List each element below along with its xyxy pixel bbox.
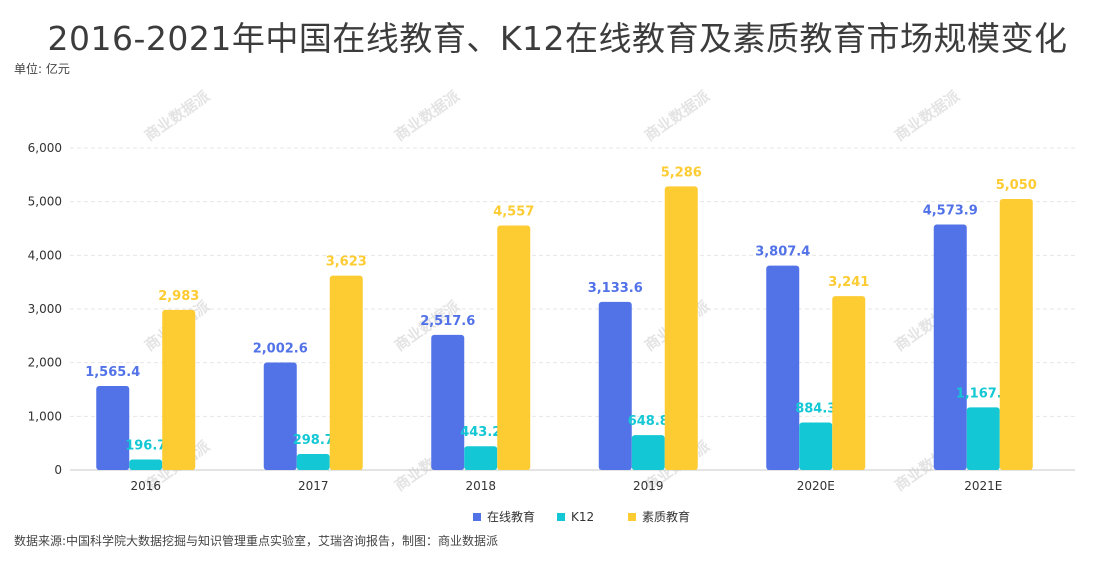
y-tick-label: 1,000 — [28, 409, 62, 423]
watermark-text: 商业数据派 — [141, 86, 214, 144]
x-tick-label: 2017 — [298, 479, 329, 493]
data-label: 2,002.6 — [253, 342, 308, 357]
data-label: 1,167.4 — [956, 386, 1011, 401]
chart-title: 2016-2021年中国在线教育、K12在线教育及素质教育市场规模变化 — [47, 19, 1068, 58]
data-label: 3,133.6 — [588, 281, 643, 296]
unit-label: 单位: 亿元 — [14, 62, 70, 76]
data-label: 4,557 — [493, 204, 534, 219]
data-label: 4,573.9 — [923, 204, 978, 219]
watermark-text: 商业数据派 — [641, 86, 714, 144]
bar-online — [766, 265, 800, 470]
data-label: 443.2 — [460, 425, 501, 440]
bar-k12 — [296, 453, 330, 470]
bar-quality — [329, 275, 363, 470]
bar-online — [431, 334, 465, 470]
legend-swatch — [557, 513, 565, 521]
bar-quality — [162, 309, 196, 470]
legend-swatch — [473, 513, 481, 521]
watermark-text: 商业数据派 — [391, 86, 464, 144]
x-tick-label: 2016 — [130, 479, 161, 493]
data-label: 196.7 — [125, 438, 166, 453]
data-label: 3,807.4 — [755, 245, 810, 260]
bar-quality — [832, 296, 866, 470]
bar-quality — [664, 186, 698, 470]
data-label: 3,241 — [828, 275, 869, 290]
data-label: 5,050 — [996, 178, 1037, 193]
y-tick-label: 5,000 — [28, 195, 62, 209]
data-label: 1,565.4 — [85, 365, 140, 380]
watermark-text: 商业数据派 — [891, 86, 964, 144]
bar-quality — [497, 225, 531, 470]
data-label: 5,286 — [661, 165, 702, 180]
bar-k12 — [631, 435, 665, 470]
data-label: 884.3 — [795, 402, 836, 417]
y-tick-label: 4,000 — [28, 248, 62, 262]
bar-online — [598, 301, 632, 470]
x-tick-label: 2018 — [465, 479, 496, 493]
x-tick-label: 2019 — [633, 479, 664, 493]
data-label: 298.7 — [293, 433, 334, 448]
bar-online — [263, 362, 297, 470]
x-tick-label: 2021E — [964, 479, 1002, 493]
bar-online — [933, 224, 967, 470]
y-tick-label: 2,000 — [28, 356, 62, 370]
y-tick-label: 3,000 — [28, 302, 62, 316]
source-note: 数据来源:中国科学院大数据挖掘与知识管理重点实验室，艾瑞咨询报告，制图：商业数据… — [14, 534, 499, 548]
bar-quality — [999, 198, 1033, 470]
bar-k12 — [464, 446, 498, 470]
y-tick-label: 6,000 — [28, 141, 62, 155]
bar-online — [96, 385, 130, 470]
legend-swatch — [628, 513, 636, 521]
legend-label: 在线教育 — [487, 509, 535, 524]
data-label: 648.8 — [628, 414, 669, 429]
y-tick-label: 0 — [54, 463, 62, 477]
data-label: 3,623 — [326, 255, 367, 270]
bar-k12 — [129, 459, 163, 470]
x-tick-label: 2020E — [797, 479, 835, 493]
legend-label: K12 — [571, 510, 594, 524]
data-label: 2,517.6 — [420, 314, 475, 329]
data-label: 2,983 — [158, 289, 199, 304]
bar-k12 — [966, 407, 1000, 470]
legend-label: 素质教育 — [642, 509, 690, 524]
bar-k12 — [799, 422, 833, 470]
